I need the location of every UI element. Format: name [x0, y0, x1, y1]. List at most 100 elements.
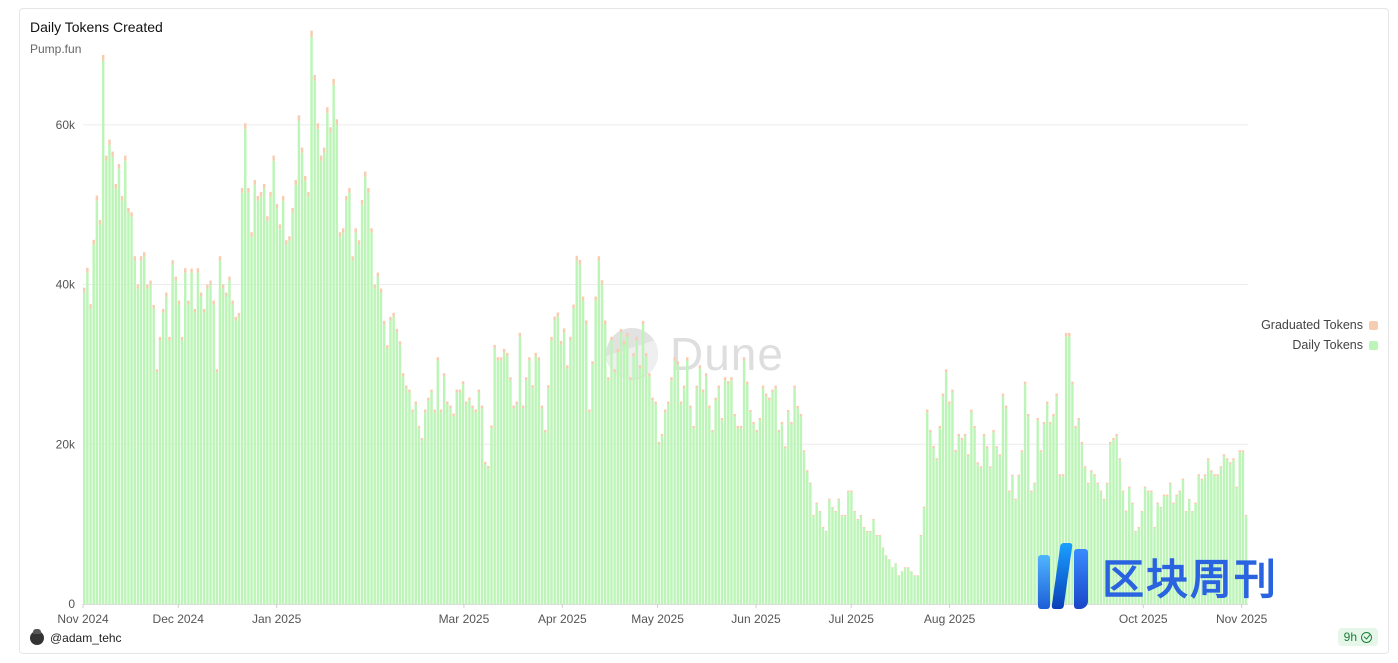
bar-graduated-tokens	[903, 567, 907, 569]
legend-item-graduated[interactable]: Graduated Tokens	[1261, 315, 1378, 335]
author-link[interactable]: @adam_tehc	[30, 629, 122, 645]
bar-graduated-tokens	[218, 256, 222, 261]
bar-daily-tokens	[686, 360, 689, 604]
bar-daily-tokens	[442, 376, 446, 604]
bar-graduated-tokens	[294, 179, 297, 185]
bar-daily-tokens	[496, 360, 500, 604]
bar-graduated-tokens	[878, 534, 882, 537]
bar-graduated-tokens	[351, 256, 354, 261]
bar-daily-tokens	[436, 360, 440, 604]
bar-graduated-tokens	[1241, 450, 1245, 453]
bar-daily-tokens	[954, 452, 957, 604]
brand-watermark-text: 区块周刊	[1102, 554, 1279, 604]
bar-graduated-tokens	[1105, 482, 1109, 485]
bar-daily-tokens	[736, 428, 739, 604]
bar-daily-tokens	[1118, 460, 1122, 604]
bar-daily-tokens	[919, 536, 923, 604]
bar-daily-tokens	[525, 380, 528, 604]
bar-graduated-tokens	[433, 409, 436, 413]
bar-daily-tokens	[982, 436, 986, 604]
bar-graduated-tokens	[629, 377, 632, 381]
bar-daily-tokens	[329, 132, 332, 604]
bar-graduated-tokens	[212, 300, 215, 305]
bar-daily-tokens	[793, 388, 796, 604]
bar-daily-tokens	[720, 420, 724, 604]
bar-graduated-tokens	[291, 207, 294, 213]
bar-daily-tokens	[1058, 476, 1062, 604]
bar-daily-tokens	[1206, 460, 1210, 604]
bar-daily-tokens	[127, 212, 130, 605]
bar-daily-tokens	[1137, 528, 1140, 604]
bar-daily-tokens	[1086, 484, 1090, 604]
age-badge-label: 9h	[1343, 630, 1357, 644]
bar-daily-tokens	[717, 388, 721, 604]
bar-graduated-tokens	[1049, 421, 1052, 425]
bar-graduated-tokens	[307, 191, 310, 197]
bar-daily-tokens	[499, 360, 503, 604]
bar-daily-tokens	[644, 356, 648, 604]
bar-daily-tokens	[569, 340, 572, 604]
bar-graduated-tokens	[1011, 474, 1014, 477]
bar-graduated-tokens	[1030, 490, 1033, 493]
bar-daily-tokens	[610, 340, 613, 604]
bar-daily-tokens	[1131, 504, 1134, 604]
bar-graduated-tokens	[676, 361, 680, 365]
legend-item-daily[interactable]: Daily Tokens	[1261, 335, 1378, 355]
bar-graduated-tokens	[259, 191, 263, 197]
bar-graduated-tokens	[578, 259, 582, 265]
bar-graduated-tokens	[1184, 510, 1188, 513]
bar-daily-tokens	[1115, 436, 1118, 604]
bar-graduated-tokens	[231, 300, 234, 305]
bar-daily-tokens	[234, 320, 238, 604]
bar-graduated-tokens	[543, 429, 547, 433]
refresh-age-badge[interactable]: 9h	[1337, 628, 1378, 646]
x-tick-label: Mar 2025	[439, 612, 490, 626]
bar-daily-tokens	[253, 184, 256, 604]
bar-daily-tokens	[111, 156, 114, 604]
bar-daily-tokens	[878, 536, 882, 604]
bar-graduated-tokens	[774, 385, 777, 389]
bar-daily-tokens	[1042, 424, 1046, 604]
bar-graduated-tokens	[1001, 393, 1005, 397]
bar-graduated-tokens	[401, 373, 405, 377]
bar-graduated-tokens	[837, 498, 841, 501]
bar-daily-tokens	[168, 340, 171, 604]
bar-daily-tokens	[142, 256, 146, 604]
bar-graduated-tokens	[976, 462, 979, 465]
legend-label-graduated: Graduated Tokens	[1261, 318, 1363, 332]
bar-daily-tokens	[547, 388, 550, 604]
bar-daily-tokens	[834, 512, 837, 604]
bar-graduated-tokens	[932, 445, 935, 449]
bar-daily-tokens	[474, 412, 477, 604]
bar-graduated-tokens	[1086, 482, 1090, 485]
bar-graduated-tokens	[313, 74, 316, 81]
bar-graduated-tokens	[644, 353, 648, 357]
y-tick-label: 40k	[56, 278, 76, 292]
bar-graduated-tokens	[916, 575, 919, 577]
bar-daily-tokens	[1197, 476, 1200, 604]
bar-daily-tokens	[913, 576, 916, 604]
bar-graduated-tokens	[496, 357, 500, 361]
bar-graduated-tokens	[184, 268, 187, 273]
bar-daily-tokens	[856, 520, 859, 604]
bar-graduated-tokens	[1200, 478, 1204, 481]
bar-graduated-tokens	[686, 357, 689, 361]
bar-graduated-tokens	[534, 352, 537, 357]
bar-daily-tokens	[146, 288, 149, 604]
bar-graduated-tokens	[1083, 466, 1087, 469]
bar-graduated-tokens	[948, 401, 951, 405]
bar-daily-tokens	[401, 376, 405, 604]
bar-daily-tokens	[471, 408, 474, 604]
x-tick-label: Oct 2025	[1119, 612, 1168, 626]
bar-daily-tokens	[764, 396, 768, 604]
bar-graduated-tokens	[474, 409, 477, 413]
bar-graduated-tokens	[187, 300, 190, 305]
bar-daily-tokens	[326, 112, 329, 605]
bar-daily-tokens	[420, 440, 424, 604]
bar-graduated-tokens	[862, 526, 866, 529]
bar-graduated-tokens	[597, 256, 601, 261]
bar-graduated-tokens	[540, 405, 544, 409]
bar-graduated-tokens	[742, 357, 746, 361]
bar-graduated-tokens	[405, 385, 408, 389]
bar-graduated-tokens	[155, 369, 159, 373]
